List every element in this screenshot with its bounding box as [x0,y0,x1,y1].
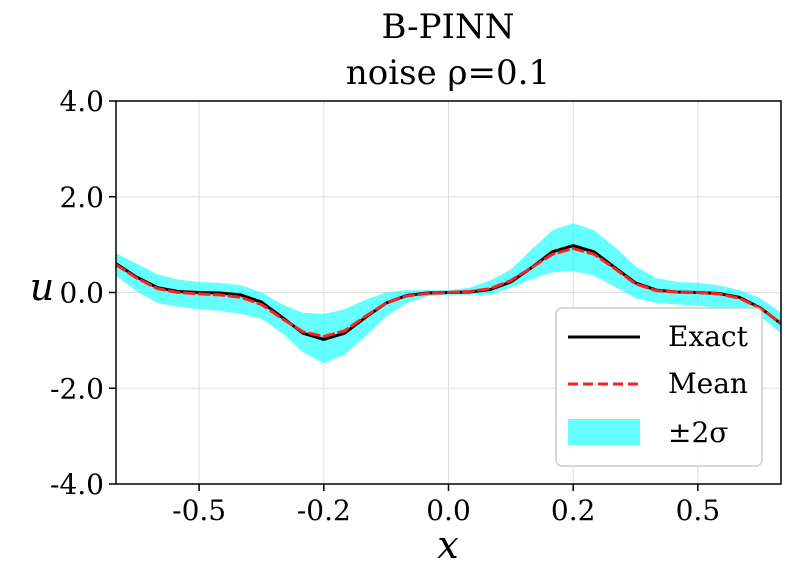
chart-subtitle: noise ρ=0.1 [346,53,550,93]
legend-band-swatch [568,419,640,445]
y-tick-label: -2.0 [50,372,104,405]
y-axis-ticks: -4.0 -2.0 0.0 2.0 4.0 [50,85,116,501]
series-layer [116,244,781,341]
legend: Exact Mean ±2σ [555,307,763,467]
x-tick-label: 0.0 [426,494,471,527]
x-tick-label: 0.5 [676,494,721,527]
x-tick-label: -0.5 [172,494,226,527]
y-axis-label: u [30,265,54,309]
legend-exact-label: Exact [668,320,749,353]
x-tick-label: 0.2 [551,494,596,527]
x-tick-label: -0.2 [297,494,351,527]
y-tick-label: -4.0 [50,468,104,501]
x-axis-ticks: -0.5 -0.2 0.0 0.2 0.5 [172,484,720,527]
legend-mean-label: Mean [668,367,748,400]
chart-title: B-PINN [382,7,515,47]
y-tick-label: 0.0 [59,277,104,310]
y-tick-label: 4.0 [59,85,104,118]
series-line-mean [116,247,781,338]
x-axis-label: x [437,523,458,567]
y-tick-label: 2.0 [59,181,104,214]
legend-band-label: ±2σ [668,416,728,449]
